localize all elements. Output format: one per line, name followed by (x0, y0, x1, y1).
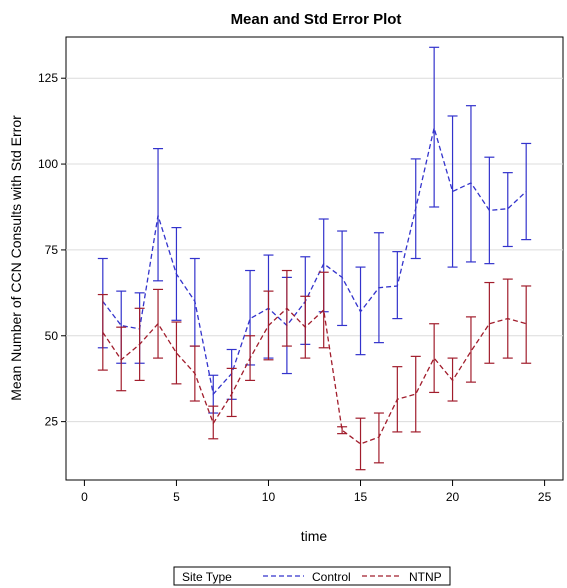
y-tick-label: 25 (45, 415, 59, 429)
y-tick-label: 75 (45, 243, 59, 257)
series-ntnp (97, 269, 532, 471)
error-bar-ntnp (484, 281, 495, 364)
error-bar-ntnp (410, 355, 421, 433)
x-tick-label: 20 (446, 490, 460, 504)
error-bar-ntnp (429, 323, 440, 394)
mean-line-control (102, 125, 527, 396)
error-bar-ntnp (521, 285, 532, 364)
legend-label-control: Control (312, 570, 351, 584)
error-bar-control (153, 148, 164, 282)
error-bar-ntnp (355, 417, 366, 471)
error-bar-control (484, 156, 495, 265)
y-axis-ticks: 25 50 75 100 125 (38, 71, 66, 429)
chart-title: Mean and Std Error Plot (231, 11, 402, 28)
y-tick-label: 50 (45, 329, 59, 343)
error-bar-control (447, 115, 458, 268)
legend-title: Site Type (182, 570, 232, 584)
legend-box (173, 566, 451, 586)
x-axis-label: time (301, 528, 328, 544)
legend: Site Type Control NTNP (173, 566, 451, 586)
error-bar-ntnp (226, 367, 237, 418)
x-tick-label: 0 (81, 490, 88, 504)
error-bar-ntnp (465, 316, 476, 383)
error-bar-control (429, 46, 440, 208)
x-tick-label: 15 (354, 490, 368, 504)
x-tick-label: 25 (538, 490, 552, 504)
error-bar-ntnp (171, 321, 182, 385)
error-bar-control (502, 172, 513, 248)
x-tick-label: 5 (173, 490, 180, 504)
x-axis-ticks: 0 5 10 15 20 25 (81, 480, 552, 504)
y-axis-label: Mean Number of CCN Consults with Std Err… (8, 115, 24, 401)
x-tick-label: 10 (262, 490, 276, 504)
plot-area (65, 36, 564, 481)
y-tick-label: 125 (38, 71, 58, 85)
legend-label-ntnp: NTNP (409, 570, 442, 584)
error-bar-ntnp (318, 271, 329, 349)
grid-lines (66, 77, 563, 423)
mean-line-ntnp (102, 307, 527, 445)
y-tick-label: 100 (38, 157, 58, 171)
error-bar-ntnp (373, 412, 384, 464)
series-layer (97, 46, 532, 471)
